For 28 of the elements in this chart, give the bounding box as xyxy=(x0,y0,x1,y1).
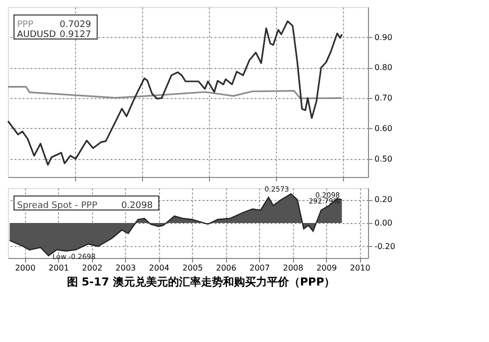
annotation: 0.2098 xyxy=(121,201,153,211)
text: AUDUSD xyxy=(17,30,56,40)
y-tick-label: -0.20 xyxy=(374,242,396,251)
y-tick-label: 0.20 xyxy=(374,195,392,204)
series-label: Spread Spot - PPP xyxy=(17,201,98,211)
x-tick-label: 2007 xyxy=(249,264,270,272)
annotation: 0.7029 xyxy=(60,20,92,30)
x-tick-label: 2010 xyxy=(350,264,370,272)
line-series xyxy=(7,86,343,100)
text: PPP xyxy=(17,20,34,30)
y-tick-label: 0.90 xyxy=(374,32,392,42)
x-tick-label: 2002 xyxy=(82,264,102,272)
x-tick-label: 2003 xyxy=(116,264,136,272)
annotation: 0.9127 xyxy=(60,30,92,40)
x-tick-label: 2001 xyxy=(48,264,69,272)
y-tick-label: 0.00 xyxy=(374,218,392,228)
x-tick-label: 2008 xyxy=(282,264,304,272)
x-tick-label: 2009 xyxy=(316,264,337,272)
x-tick-label: 2004 xyxy=(149,264,170,272)
x-tick-label: 2005 xyxy=(182,264,203,272)
x-tick-label: 2006 xyxy=(216,264,236,272)
y-tick-label: 0.80 xyxy=(374,63,392,72)
x-tick-label: 2000 xyxy=(15,264,36,272)
line-series xyxy=(7,20,343,166)
y-tick-label: 0.60 xyxy=(374,124,392,133)
text: 图 5-17 澳元兑美元的汇率走势和购买力平价（PPP） xyxy=(66,276,336,288)
y-tick-label: 0.50 xyxy=(374,154,392,164)
y-tick-label: 0.70 xyxy=(374,94,392,103)
